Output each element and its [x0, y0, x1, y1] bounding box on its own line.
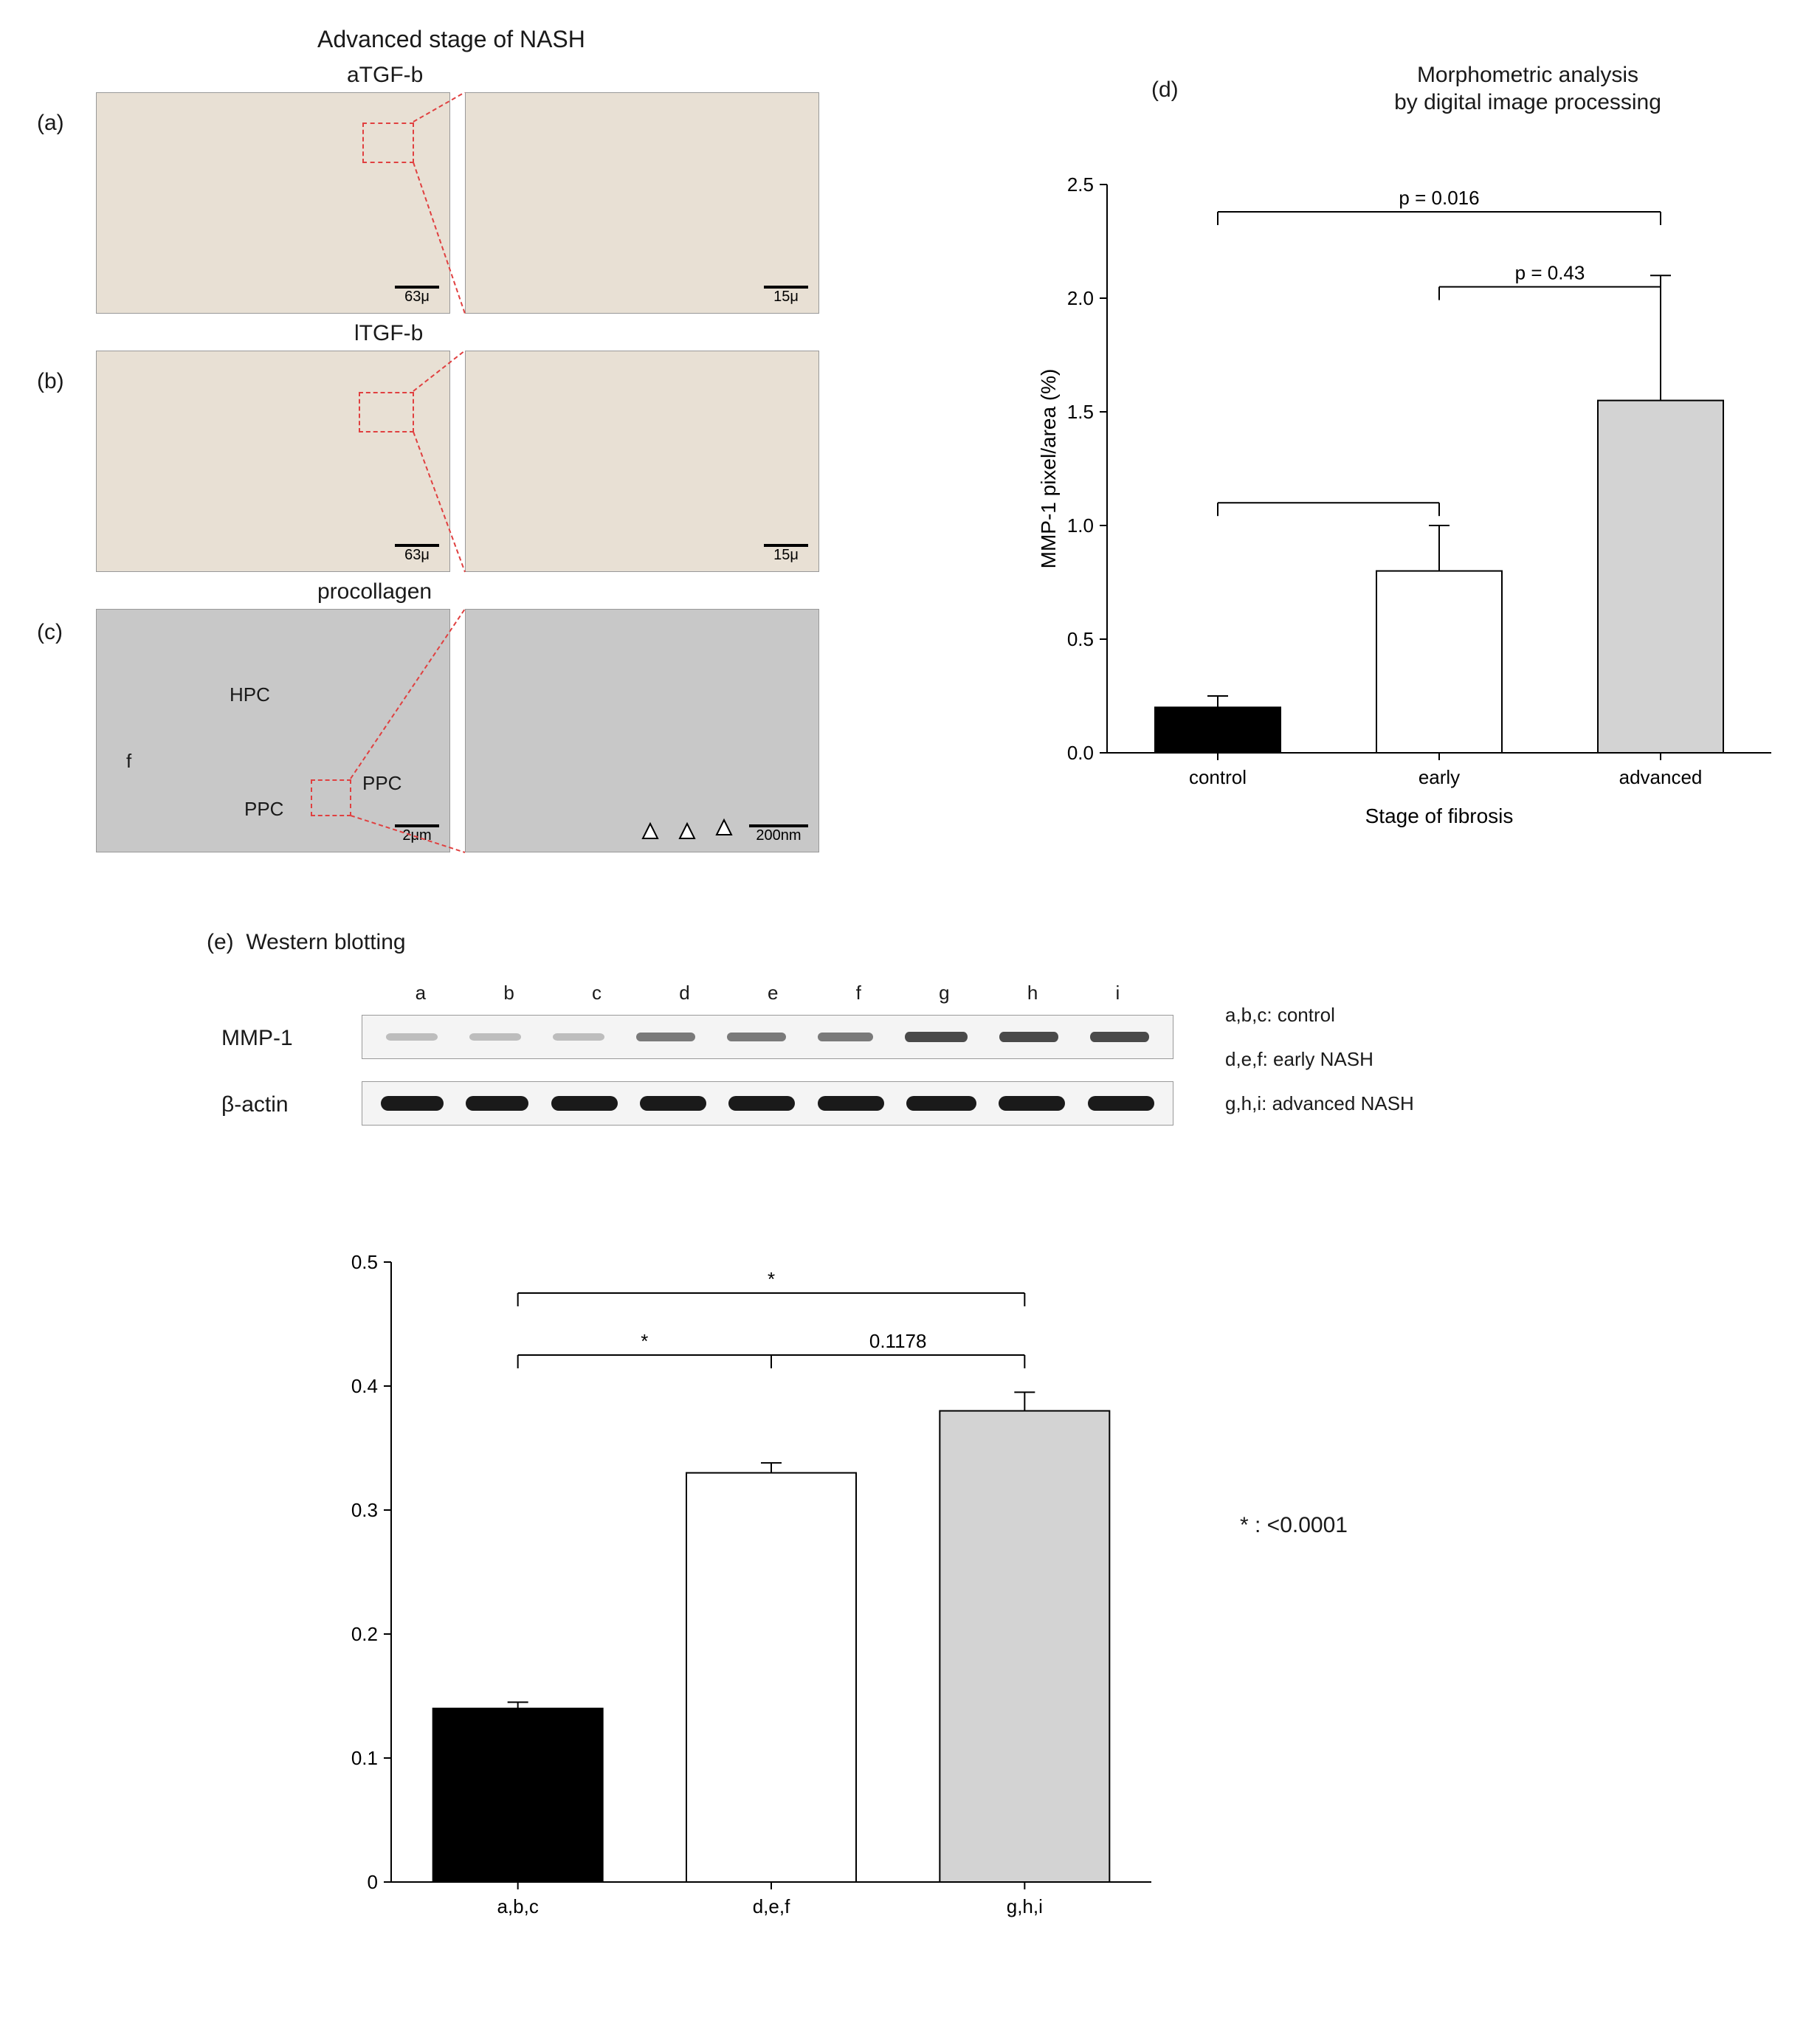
- panel-c-annot-hpc: HPC: [230, 683, 270, 706]
- svg-text:2.5: 2.5: [1067, 173, 1094, 196]
- western-lane-labels: a b c d e f g h i: [376, 982, 1159, 1011]
- svg-text:MMP-1 pixel/area (%): MMP-1 pixel/area (%): [1037, 369, 1060, 569]
- svg-text:0: 0: [368, 1871, 378, 1893]
- svg-text:0.2: 0.2: [351, 1623, 378, 1645]
- western-lane-label: f: [856, 982, 861, 1011]
- svg-text:*: *: [641, 1330, 648, 1352]
- panel-d-letter: (d): [1151, 77, 1179, 103]
- panel-b-scale-left-label: 63μ: [404, 547, 430, 564]
- svg-text:a,b,c: a,b,c: [497, 1895, 538, 1917]
- panel-b-scalebar-left: 63μ: [395, 544, 439, 564]
- panel-d-title-1: Morphometric analysis: [1321, 63, 1734, 88]
- panel-b-micrograph-right: 15μ: [465, 351, 819, 572]
- svg-text:control: control: [1189, 766, 1247, 788]
- western-lane-label: a: [416, 982, 426, 1011]
- panel-a-micrograph-left: 63μ: [96, 92, 450, 314]
- panel-d-title-2: by digital image processing: [1321, 90, 1734, 115]
- western-lane-label: c: [592, 982, 602, 1011]
- panel-c-scale-left-label: 2μm: [402, 827, 431, 844]
- panel-c-annot-f: f: [126, 750, 131, 773]
- svg-text:early: early: [1419, 766, 1460, 788]
- panel-e-letter: (e): [207, 930, 234, 954]
- svg-text:p = 0.016: p = 0.016: [1399, 187, 1479, 209]
- western-lane-label: b: [503, 982, 514, 1011]
- western-sig-note: * : <0.0001: [1240, 1513, 1348, 1538]
- panel-a-scale-left-label: 63μ: [404, 289, 430, 306]
- svg-text:0.0: 0.0: [1067, 742, 1094, 764]
- panel-b-scale-right-label: 15μ: [773, 547, 799, 564]
- svg-text:g,h,i: g,h,i: [1007, 1895, 1043, 1917]
- panel-e-title: Western blotting: [246, 930, 405, 954]
- western-lane-label: g: [939, 982, 949, 1011]
- panel-c-title: procollagen: [317, 579, 432, 604]
- figure-root: Advanced stage of NASH (a) aTGF-b 63μ 15…: [22, 22, 1798, 2015]
- panel-a-scalebar-left: 63μ: [395, 286, 439, 306]
- panel-c-letter: (c): [37, 620, 63, 645]
- western-lane-label: e: [768, 982, 778, 1011]
- western-lane-label: h: [1027, 982, 1038, 1011]
- chart-e: 0 0.1 0.2 0.3 0.4 0.5 a,b,c d,e,f g,h,i * * 0.1178: [303, 1173, 1173, 1948]
- svg-text:0.5: 0.5: [1067, 628, 1094, 650]
- panel-c-arrowheads: [466, 610, 818, 852]
- panel-b-roi-box: [359, 392, 414, 432]
- western-mmp1-strip: [362, 1015, 1173, 1059]
- svg-text:d,e,f: d,e,f: [753, 1895, 790, 1917]
- svg-text:0.1178: 0.1178: [869, 1330, 927, 1352]
- chart-d: 0.0 0.5 1.0 1.5 2.0 2.5 control early advanced p …: [1004, 133, 1793, 856]
- panel-a-scale-right-label: 15μ: [773, 289, 799, 306]
- panel-a-title: aTGF-b: [347, 63, 423, 88]
- svg-text:1.5: 1.5: [1067, 401, 1094, 423]
- svg-text:0.3: 0.3: [351, 1499, 378, 1521]
- svg-text:2.0: 2.0: [1067, 287, 1094, 309]
- western-actin-label: β-actin: [221, 1092, 289, 1117]
- panel-a-micrograph-right: 15μ: [465, 92, 819, 314]
- svg-text:advanced: advanced: [1619, 766, 1703, 788]
- western-legend-2: d,e,f: early NASH: [1225, 1048, 1373, 1071]
- panel-c-annot-ppc2: PPC: [362, 772, 401, 795]
- western-legend-1: a,b,c: control: [1225, 1004, 1335, 1027]
- western-mmp1-label: MMP-1: [221, 1026, 293, 1051]
- panel-c-scalebar-right: 200nm: [749, 824, 808, 844]
- panel-c-roi-box: [311, 779, 351, 816]
- western-lane-label: i: [1116, 982, 1120, 1011]
- svg-text:Stage of fibrosis: Stage of fibrosis: [1365, 804, 1514, 827]
- panel-c-annot-ppc1: PPC: [244, 798, 283, 821]
- western-lane-label: d: [679, 982, 689, 1011]
- western-actin-strip: [362, 1081, 1173, 1126]
- svg-text:0.4: 0.4: [351, 1375, 378, 1397]
- panel-b-micrograph-left: 63μ: [96, 351, 450, 572]
- panel-e-label: (e) Western blotting: [207, 930, 406, 955]
- panel-b-scalebar-right: 15μ: [764, 544, 808, 564]
- svg-text:*: *: [768, 1268, 775, 1290]
- panel-c-em-right: 200nm: [465, 609, 819, 852]
- panel-b-title: lTGF-b: [354, 321, 423, 346]
- svg-text:0.5: 0.5: [351, 1251, 378, 1273]
- western-legend-3: g,h,i: advanced NASH: [1225, 1092, 1414, 1115]
- svg-text:p = 0.43: p = 0.43: [1515, 262, 1585, 284]
- figure-title: Advanced stage of NASH: [317, 26, 585, 53]
- svg-text:1.0: 1.0: [1067, 514, 1094, 537]
- panel-c-em-left: HPC f PPC PPC 2μm: [96, 609, 450, 852]
- panel-a-scalebar-right: 15μ: [764, 286, 808, 306]
- svg-text:0.1: 0.1: [351, 1747, 378, 1769]
- panel-a-roi-box: [362, 123, 414, 163]
- panel-a-letter: (a): [37, 111, 64, 136]
- panel-c-scalebar-left: 2μm: [395, 824, 439, 844]
- panel-c-scale-right-label: 200nm: [756, 827, 801, 844]
- panel-b-letter: (b): [37, 369, 64, 394]
